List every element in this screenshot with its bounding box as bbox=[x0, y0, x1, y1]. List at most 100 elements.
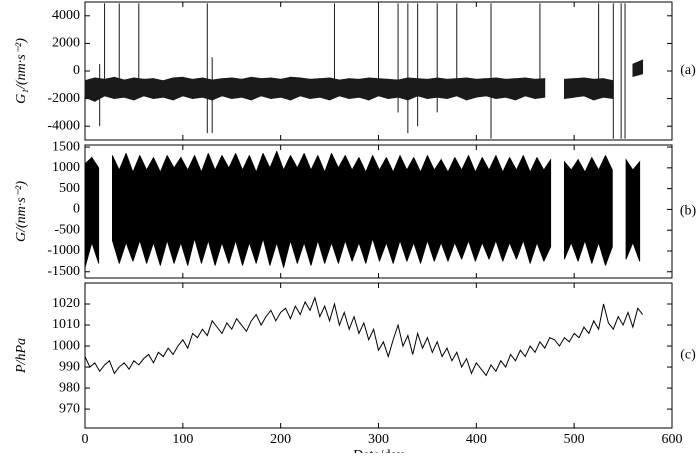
signal-envelope bbox=[123, 77, 135, 101]
signal-envelope bbox=[344, 155, 353, 262]
y-axis-title: G/(nm·s⁻²) bbox=[14, 181, 29, 242]
signal-envelope bbox=[440, 159, 449, 262]
signal-envelope bbox=[368, 77, 379, 101]
x-tick-label: 600 bbox=[662, 432, 683, 447]
y-tick-label: 0 bbox=[73, 202, 80, 217]
y-axis-title: P/hPa bbox=[14, 338, 29, 374]
signal-envelope bbox=[534, 78, 546, 100]
signal-envelope bbox=[625, 158, 634, 260]
signal-envelope bbox=[605, 155, 613, 266]
signal-envelope bbox=[299, 77, 311, 100]
y-tick-label: 980 bbox=[59, 380, 80, 395]
signal-envelope bbox=[146, 157, 154, 264]
signal-envelope bbox=[283, 155, 291, 268]
signal-envelope bbox=[280, 76, 291, 101]
signal-envelope bbox=[466, 77, 477, 101]
signal-envelope bbox=[495, 155, 504, 262]
signal-envelope bbox=[143, 78, 154, 100]
x-tick-label: 100 bbox=[172, 432, 193, 447]
signal-envelope bbox=[296, 153, 305, 264]
signal-envelope bbox=[84, 77, 96, 102]
signal-envelope bbox=[338, 78, 350, 100]
signal-envelope bbox=[211, 78, 223, 101]
signal-envelope bbox=[570, 158, 579, 262]
signal-envelope bbox=[536, 157, 545, 262]
line-series bbox=[84, 296, 644, 377]
signal-envelope bbox=[379, 157, 387, 262]
signal-envelope bbox=[413, 157, 421, 264]
y-tick-label: 500 bbox=[59, 181, 80, 196]
y-tick-label: 1000 bbox=[52, 160, 80, 175]
signal-envelope bbox=[385, 157, 394, 264]
signal-envelope bbox=[270, 77, 282, 100]
x-tick-label: 500 bbox=[564, 432, 585, 447]
signal-envelope bbox=[159, 155, 168, 266]
signal-envelope bbox=[207, 153, 216, 266]
y-tick-label: 0 bbox=[73, 63, 80, 78]
signal-envelope bbox=[172, 76, 184, 101]
signal-envelope bbox=[603, 78, 614, 100]
signal-envelope bbox=[529, 157, 538, 264]
signal-envelope bbox=[474, 157, 483, 262]
signal-envelope bbox=[427, 77, 438, 100]
signal-envelope bbox=[516, 155, 524, 260]
signal-envelope bbox=[446, 78, 458, 100]
signal-envelope bbox=[461, 155, 469, 260]
signal-envelope bbox=[427, 155, 435, 262]
signal-envelope bbox=[417, 78, 428, 100]
y-tick-label: 1010 bbox=[52, 317, 80, 332]
signal-envelope bbox=[319, 77, 330, 101]
y-tick-label: 4000 bbox=[52, 8, 80, 23]
signal-envelope bbox=[235, 153, 243, 266]
signal-envelope bbox=[420, 155, 428, 264]
signal-envelope bbox=[242, 155, 250, 266]
signal-envelope bbox=[262, 153, 271, 266]
y-tick-label: 2000 bbox=[52, 36, 80, 51]
signal-envelope bbox=[543, 158, 552, 262]
signal-envelope bbox=[358, 157, 367, 264]
signal-envelope bbox=[397, 77, 409, 101]
signal-envelope bbox=[228, 153, 237, 264]
signal-envelope bbox=[563, 160, 572, 260]
signal-envelope bbox=[488, 155, 497, 260]
signal-envelope bbox=[255, 153, 264, 264]
signal-envelope bbox=[495, 77, 507, 100]
signal-envelope bbox=[153, 78, 164, 100]
signal-envelope bbox=[317, 155, 326, 264]
signal-envelope bbox=[192, 77, 203, 100]
signal-envelope bbox=[269, 151, 278, 266]
signal-envelope bbox=[372, 155, 380, 262]
signal-envelope bbox=[468, 155, 476, 262]
y-axis-title: G₁/(nm·s⁻²) bbox=[14, 38, 29, 104]
signal-envelope bbox=[632, 59, 644, 78]
signal-envelope bbox=[337, 155, 346, 264]
signal-envelope bbox=[632, 160, 641, 262]
signal-envelope bbox=[433, 158, 442, 262]
x-tick-label: 400 bbox=[466, 432, 487, 447]
y-tick-label: 990 bbox=[59, 359, 80, 374]
signal-envelope bbox=[153, 157, 161, 266]
signal-envelope bbox=[241, 76, 252, 101]
signal-envelope bbox=[84, 156, 93, 268]
y-tick-label: 970 bbox=[59, 401, 80, 416]
signal-envelope bbox=[221, 155, 230, 264]
y-tick-label: -1500 bbox=[47, 264, 80, 279]
signal-envelope bbox=[481, 157, 490, 260]
signal-envelope bbox=[406, 157, 415, 262]
signal-envelope bbox=[309, 78, 321, 100]
signal-envelope bbox=[173, 156, 182, 264]
signal-envelope bbox=[591, 157, 600, 264]
signal-envelope bbox=[290, 155, 298, 264]
signal-envelope bbox=[573, 77, 585, 98]
signal-envelope bbox=[310, 155, 319, 266]
signal-envelope bbox=[260, 77, 272, 100]
signal-envelope bbox=[118, 153, 127, 264]
signal-envelope bbox=[248, 155, 257, 264]
x-tick-label: 300 bbox=[368, 432, 389, 447]
signal-envelope bbox=[324, 153, 332, 264]
signal-envelope bbox=[454, 157, 463, 260]
signal-envelope bbox=[250, 76, 262, 101]
signal-envelope bbox=[447, 157, 456, 262]
signal-envelope bbox=[392, 155, 401, 264]
